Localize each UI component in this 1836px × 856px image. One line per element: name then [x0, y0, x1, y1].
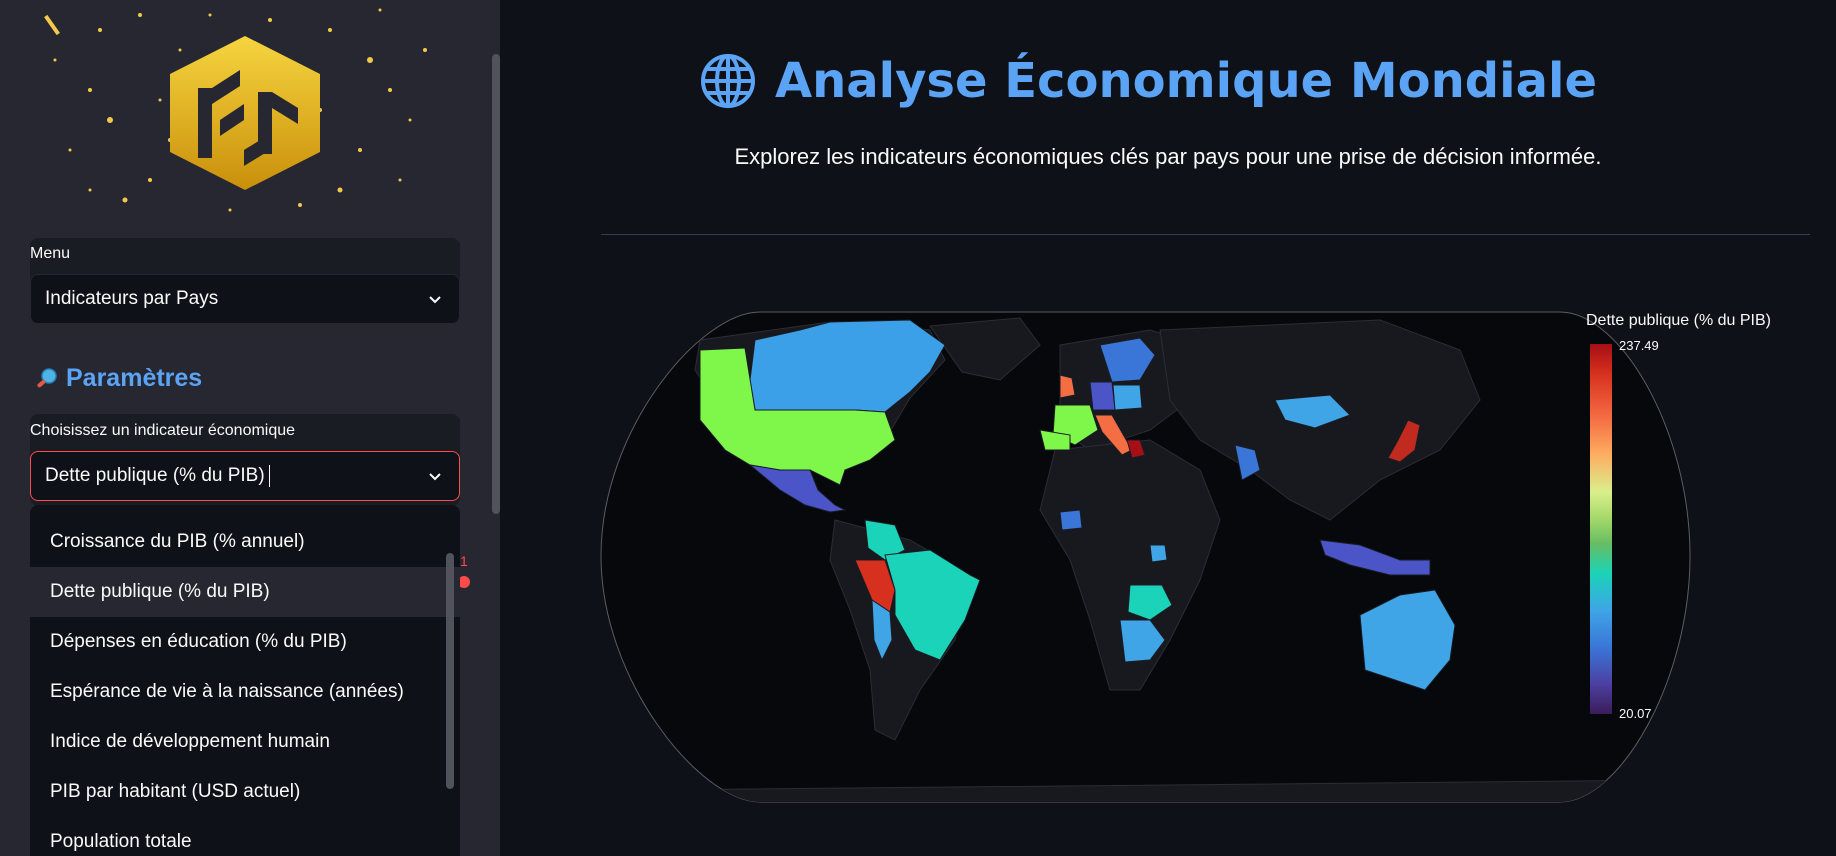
page-title-text: Analyse Économique Mondiale — [774, 53, 1598, 109]
country-brazil — [884, 549, 981, 661]
indicator-dropdown: Croissance du PIB (% annuel) Dette publi… — [30, 505, 460, 856]
dropdown-item[interactable]: Indice de développement humain — [50, 731, 330, 752]
slider-value: 1 — [460, 553, 468, 569]
country-indonesia — [1319, 539, 1431, 576]
land-antarctica — [618, 779, 1690, 802]
world-map[interactable] — [500, 0, 1836, 856]
menu-select[interactable]: Indicateurs par Pays — [30, 274, 460, 324]
menu-select-value: Indicateurs par Pays — [45, 288, 219, 309]
dropdown-item[interactable]: Espérance de vie à la naissance (années) — [50, 681, 404, 702]
indicator-label: Choisissez un indicateur économique — [30, 422, 296, 439]
globe-icon — [700, 54, 755, 108]
land-greenland — [929, 317, 1041, 381]
divider — [601, 234, 1810, 235]
country-poland — [1112, 384, 1143, 411]
menu-label: Menu — [30, 245, 71, 262]
country-iberia — [1039, 429, 1071, 451]
parameters-heading: Paramètres — [34, 364, 202, 393]
country-usa — [699, 347, 896, 486]
country-mexico — [748, 464, 847, 513]
country-south-africa — [1119, 619, 1166, 663]
page-title: Analyse Économique Mondiale — [500, 52, 1836, 110]
country-uk — [1059, 374, 1076, 399]
dropdown-item[interactable]: Dépenses en éducation (% du PIB) — [50, 631, 347, 652]
dropdown-item-selected[interactable]: Dette publique (% du PIB) — [30, 567, 460, 617]
country-italy — [1094, 414, 1133, 456]
dropdown-item[interactable]: Population totale — [50, 831, 192, 852]
colorbar-max-label: 237.49 — [1619, 338, 1659, 353]
dropdown-item[interactable]: Croissance du PIB (% annuel) — [50, 531, 305, 552]
colorbar-min-label: 20.07 — [1619, 706, 1652, 721]
dropdown-item[interactable]: PIB par habitant (USD actuel) — [50, 781, 301, 802]
country-japan — [1387, 419, 1421, 463]
section-title-text: Paramètres — [66, 364, 203, 392]
main-content: Analyse Économique Mondiale Explorez les… — [500, 0, 1836, 856]
country-india — [1234, 444, 1261, 481]
country-greece — [1126, 439, 1146, 459]
colorbar-title: Dette publique (% du PIB) — [1586, 312, 1771, 329]
country-east-africa — [1127, 584, 1173, 621]
country-nigeria — [1059, 509, 1083, 531]
sidebar-scrollbar[interactable] — [492, 54, 500, 514]
country-china — [1274, 394, 1351, 429]
indicator-select[interactable]: Dette publique (% du PIB) — [30, 451, 460, 501]
slider-handle[interactable] — [458, 576, 470, 588]
magnifier-icon — [37, 367, 57, 387]
dropdown-item-cut — [30, 505, 460, 517]
logo-area — [30, 0, 460, 230]
dropdown-scrollbar[interactable] — [446, 553, 454, 789]
chevron-down-icon — [429, 473, 441, 481]
country-chile — [871, 599, 893, 662]
country-peru — [854, 559, 896, 613]
country-kenya — [1149, 544, 1168, 563]
country-scandinavia — [1099, 337, 1156, 383]
indicator-select-value: Dette publique (% du PIB) — [45, 465, 265, 486]
country-germany — [1089, 381, 1116, 411]
app-logo — [44, 8, 427, 212]
colorbar — [1590, 344, 1612, 714]
land-africa — [1039, 439, 1221, 691]
text-cursor — [268, 465, 270, 487]
page-subtitle: Explorez les indicateurs économiques clé… — [734, 144, 1602, 169]
sidebar: Menu Indicateurs par Pays Paramètres Cho… — [0, 0, 500, 856]
chevron-down-icon — [429, 296, 441, 304]
country-australia — [1359, 589, 1456, 691]
